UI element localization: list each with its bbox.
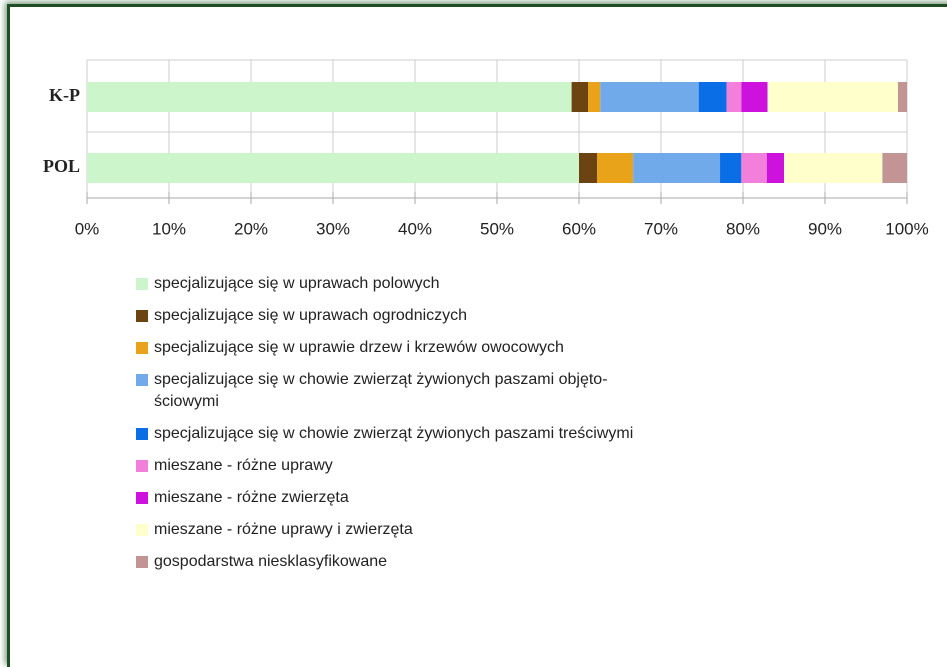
legend-item: specjalizujące się w chowie zwierząt żyw…	[136, 418, 633, 450]
legend-swatch	[136, 428, 148, 440]
legend-label: specjalizujące się w uprawie drzew i krz…	[154, 339, 564, 356]
bar-segment	[897, 82, 907, 112]
bar-segment	[87, 153, 579, 183]
legend-swatch	[136, 374, 148, 386]
x-tick-label: 20%	[234, 219, 268, 238]
legend-label: specjalizujące się w chowie zwierząt żyw…	[154, 425, 634, 442]
bar-segment	[784, 153, 883, 183]
legend-label: specjalizujące się w chowie zwierząt żyw…	[154, 371, 608, 410]
bar-segment	[597, 153, 634, 183]
legend-label: gospodarstwa niesklasyfikowane	[154, 553, 388, 570]
x-tick-label: 80%	[726, 219, 760, 238]
bar-segment	[741, 82, 768, 112]
x-tick-label: 50%	[480, 219, 514, 238]
category-label: K-P	[49, 85, 80, 105]
legend-item: gospodarstwa niesklasyfikowane	[136, 546, 633, 578]
legend-swatch	[136, 556, 148, 568]
x-tick-label: 90%	[808, 219, 842, 238]
x-tick-label: 30%	[316, 219, 350, 238]
x-tick-label: 10%	[152, 219, 186, 238]
chart: 0% 10% 20% 30% 40% 50% 60% 70% 80% 90% 100% K-P POL	[43, 59, 929, 238]
x-tick-label: 70%	[644, 219, 678, 238]
legend-item: mieszane - różne uprawy	[136, 450, 633, 482]
legend-label: mieszane - różne zwierzęta	[154, 489, 349, 506]
bar-segment	[767, 82, 898, 112]
bar-segment	[588, 82, 601, 112]
frame	[7, 4, 947, 667]
bar-segment	[633, 153, 721, 183]
bar-segment	[579, 153, 598, 183]
legend-item: specjalizujące się w uprawie drzew i krz…	[136, 332, 633, 364]
bar-segment	[87, 82, 572, 112]
legend-item: specjalizujące się w uprawach polowych	[136, 268, 633, 300]
legend-swatch	[136, 492, 148, 504]
legend-swatch	[136, 524, 148, 536]
legend-label: mieszane - różne uprawy i zwierzęta	[154, 521, 413, 538]
category-label: POL	[43, 156, 80, 176]
page: 0% 10% 20% 30% 40% 50% 60% 70% 80% 90% 100% K-P POL …	[7, 4, 947, 667]
x-tick-label: 100%	[885, 219, 928, 238]
x-tick-label: 40%	[398, 219, 432, 238]
legend-label: mieszane - różne uprawy	[154, 457, 333, 474]
bar-segment	[741, 153, 767, 183]
legend-swatch	[136, 278, 148, 290]
legend-item: mieszane - różne zwierzęta	[136, 482, 633, 514]
x-tick-label: 60%	[562, 219, 596, 238]
legend: specjalizujące się w uprawach polowych sp…	[136, 268, 633, 578]
legend-swatch	[136, 460, 148, 472]
legend-item: specjalizujące się w chowie zwierząt żyw…	[136, 364, 633, 418]
bar-segment	[882, 153, 907, 183]
legend-item: specjalizujące się w uprawach ogrodniczy…	[136, 300, 633, 332]
bar-segment	[698, 82, 727, 112]
x-tick-label: 0%	[75, 219, 100, 238]
legend-item: mieszane - różne uprawy i zwierzęta	[136, 514, 633, 546]
legend-label: specjalizujące się w uprawach polowych	[154, 275, 440, 292]
bar-segment	[766, 153, 784, 183]
legend-swatch	[136, 310, 148, 322]
legend-swatch	[136, 342, 148, 354]
legend-label: specjalizujące się w uprawach ogrodniczy…	[154, 307, 468, 324]
bar-segment	[720, 153, 742, 183]
bar-segment	[571, 82, 589, 112]
bar-segment	[726, 82, 742, 112]
bar-segment	[600, 82, 699, 112]
